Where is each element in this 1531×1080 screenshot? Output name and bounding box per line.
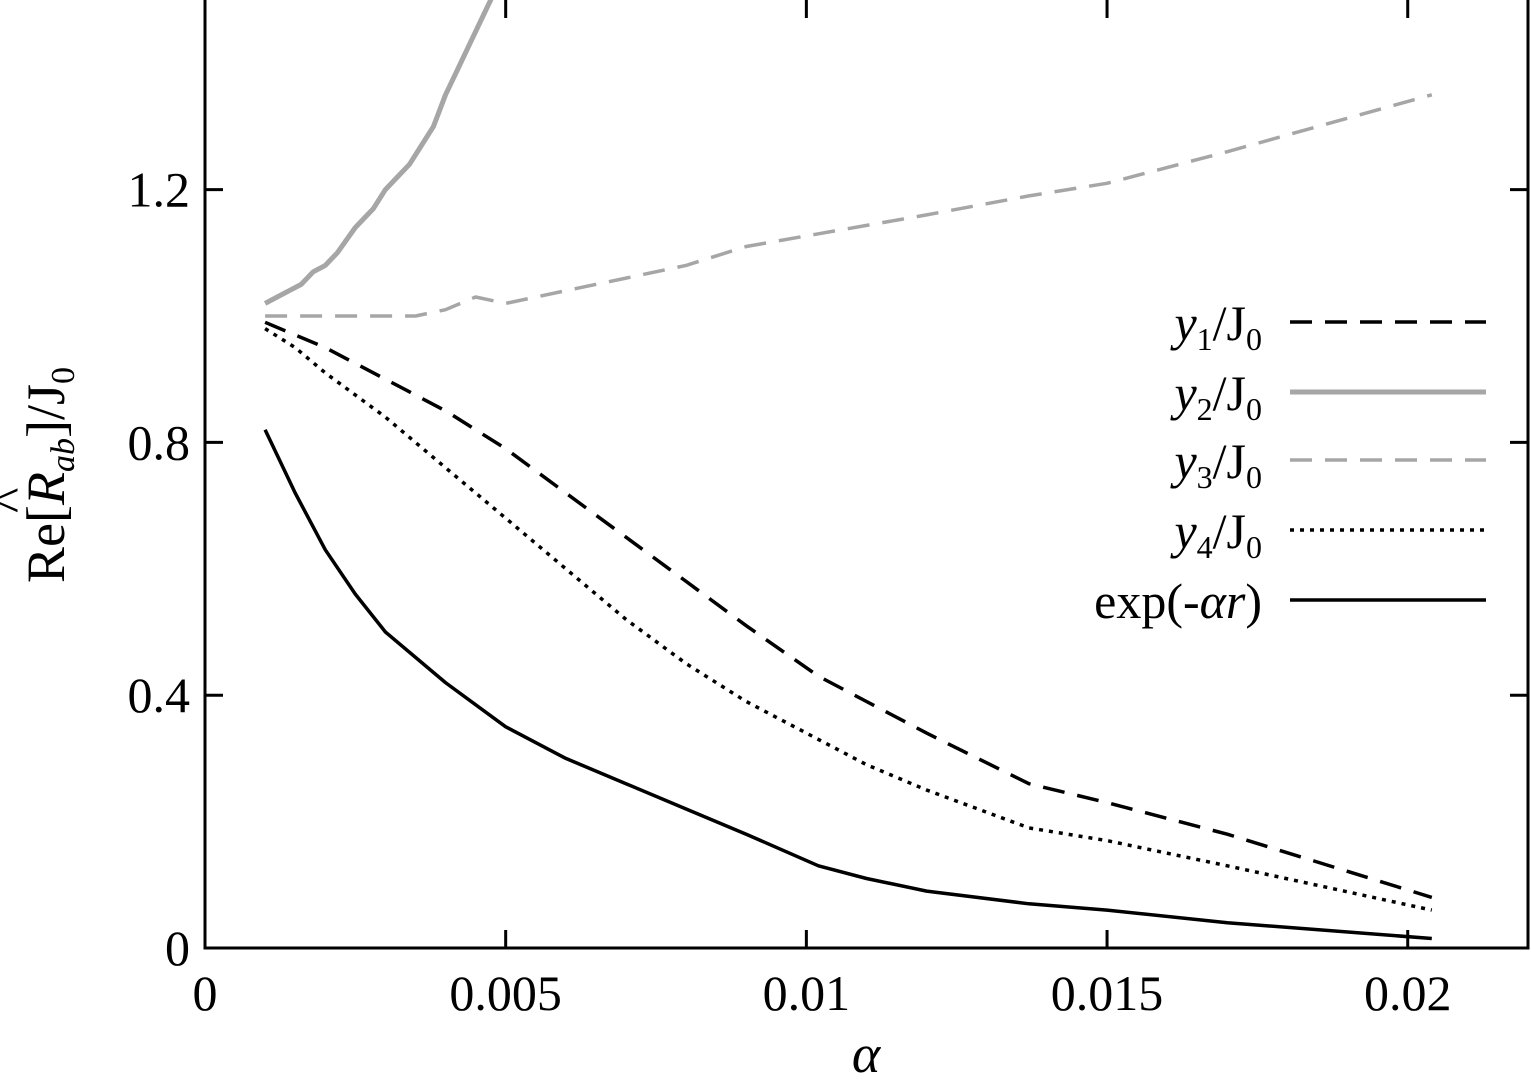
legend-label-2: y2/J0 (1169, 365, 1262, 427)
legend-label-4: y4/J0 (1169, 503, 1262, 565)
y-label-suffix-sub: 0 (45, 367, 82, 384)
x-tick-label: 0.02 (1364, 965, 1452, 1021)
y-tick-label: 0.8 (128, 414, 191, 470)
svg-text:Re[Rab]/J0: Re[Rab]/J0 (16, 367, 82, 583)
plot-frame (203, 0, 1530, 950)
y-label-subscript: ab (45, 438, 82, 472)
y-label-hat: ^ (0, 488, 40, 513)
tick-layer: 0 0.005 0.01 0.015 0.02 0 0.4 0.8 1.2 (128, 0, 1528, 1021)
y-tick-label: 0.4 (128, 667, 191, 723)
x-tick-label: 0.015 (1051, 965, 1164, 1021)
x-tick-label: 0.005 (449, 965, 562, 1021)
y-axis-label: Re[Rab]/J0 ^ (0, 367, 82, 583)
series-line-3 (265, 93, 1433, 318)
y-label-suffix: ]/J (16, 384, 76, 438)
x-axis-label: α (852, 1024, 882, 1080)
series-line-2 (263, 0, 494, 306)
legend-label-5: exp(-αr) (1094, 573, 1262, 629)
legend-label-1: y1/J0 (1169, 295, 1262, 357)
x-tick-label: 0.01 (763, 965, 851, 1021)
series-line-1 (264, 320, 1433, 900)
series-layer (263, 0, 1433, 941)
y-tick-label: 0 (165, 920, 190, 976)
y-label-symbol: R (16, 472, 76, 506)
y-tick-label: 1.2 (128, 162, 191, 218)
series-line-5 (263, 429, 1432, 941)
legend-label-3: y3/J0 (1169, 433, 1262, 495)
x-tick-label: 0 (193, 965, 218, 1021)
y-label-prefix: Re[ (16, 505, 76, 583)
